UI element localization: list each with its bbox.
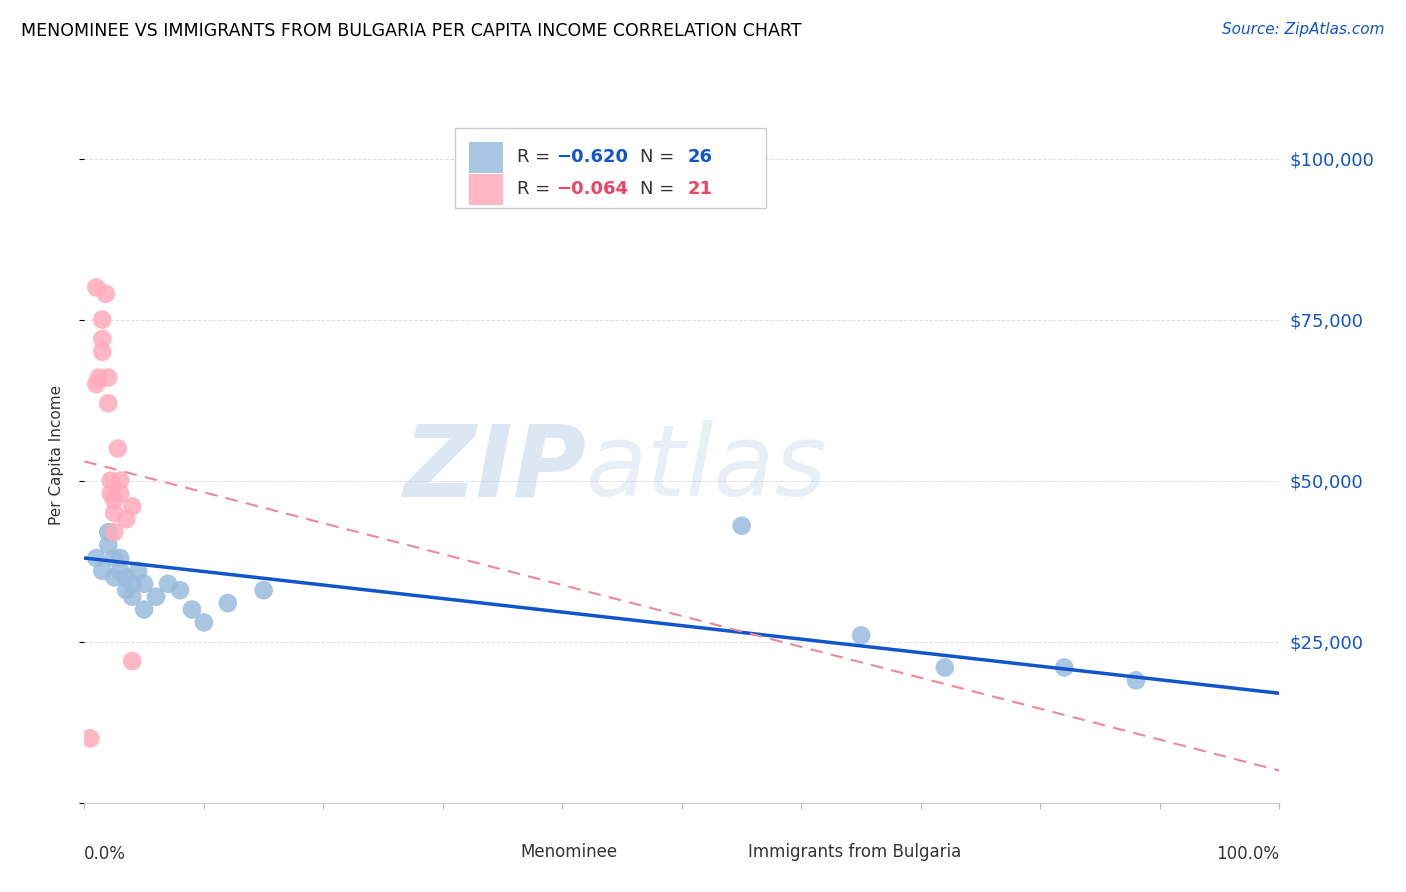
Point [91,344,114,359]
Point [1053,660,1076,674]
Text: R =: R = [517,148,550,166]
Bar [478,845,515,862]
Text: −0.064: −0.064 [557,180,628,198]
Bar [470,142,503,173]
Text: 100.0%: 100.0% [1216,845,1279,863]
Y-axis label: Per Capita Income: Per Capita Income [49,384,63,525]
Text: 21: 21 [688,180,713,198]
Bar [706,845,742,862]
Point [157,576,180,591]
Text: N =: N = [640,180,675,198]
Text: ZIP: ZIP [404,420,586,517]
Text: N =: N = [640,148,675,166]
Point [115,583,138,598]
Point [107,442,129,456]
Point [86,280,108,294]
Point [97,525,120,540]
Point [87,370,110,384]
Point [849,628,872,642]
Point [145,590,167,604]
Point [110,486,132,500]
Text: Immigrants from Bulgaria: Immigrants from Bulgaria [748,843,960,861]
Point [127,564,149,578]
Point [110,474,132,488]
Point [169,583,191,598]
Point [121,590,143,604]
Point [193,615,215,630]
Point [110,564,132,578]
Point [121,500,143,514]
Point [103,506,125,520]
Point [91,332,114,346]
Point [100,486,122,500]
Point [103,493,125,508]
Point [180,602,202,616]
Point [110,551,132,566]
Point [103,570,125,584]
Text: −0.620: −0.620 [557,148,628,166]
Point [97,370,120,384]
Point [91,564,114,578]
Point [94,286,117,301]
Bar [470,174,503,205]
Point [217,596,239,610]
Point [253,583,276,598]
Text: atlas: atlas [586,420,828,517]
Point [103,525,125,540]
Point [79,731,101,746]
Point [1125,673,1147,688]
Point [86,551,108,566]
Point [115,512,138,526]
Point [91,312,114,326]
Point [97,538,120,552]
Text: Menominee: Menominee [520,843,617,861]
Text: R =: R = [517,180,550,198]
Point [132,602,156,616]
Point [132,576,156,591]
Text: 26: 26 [688,148,713,166]
Point [121,576,143,591]
Text: 0.0%: 0.0% [84,845,127,863]
FancyBboxPatch shape [456,128,765,208]
Point [934,660,956,674]
Point [731,518,754,533]
Point [97,396,120,410]
Point [121,654,143,668]
Point [86,377,108,392]
Point [103,551,125,566]
Point [115,570,138,584]
Point [100,474,122,488]
Text: MENOMINEE VS IMMIGRANTS FROM BULGARIA PER CAPITA INCOME CORRELATION CHART: MENOMINEE VS IMMIGRANTS FROM BULGARIA PE… [21,22,801,40]
Text: Source: ZipAtlas.com: Source: ZipAtlas.com [1222,22,1385,37]
